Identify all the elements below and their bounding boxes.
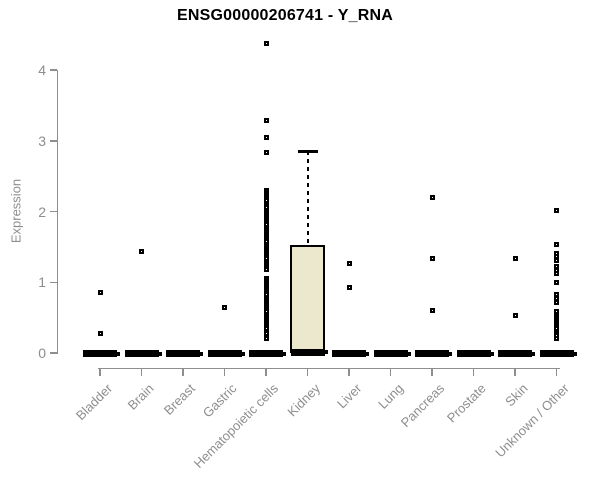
outlier-point: [263, 118, 269, 124]
y-axis-tick-label: 0: [38, 345, 46, 361]
x-axis-tick: [182, 368, 184, 376]
outlier-point: [554, 207, 559, 213]
x-axis-tick: [389, 368, 392, 376]
outlier-point: [346, 285, 352, 291]
x-axis-category-label: Prostate: [443, 380, 489, 426]
outlier-point: [429, 194, 435, 200]
y-axis-tick: [50, 140, 57, 142]
median-bar: [373, 350, 411, 357]
outlier-point: [263, 204, 269, 210]
median-bar: [124, 350, 162, 357]
x-axis-line: [98, 367, 560, 369]
median-bar: [166, 350, 203, 357]
outlier-point: [512, 313, 518, 318]
outlier-point: [554, 270, 559, 276]
y-axis-tick: [50, 352, 57, 354]
y-axis-line: [56, 70, 58, 354]
x-axis-category-label: Pancreas: [397, 380, 448, 431]
y-axis-tick-label: 2: [38, 203, 46, 220]
outlier-point: [554, 299, 559, 305]
outlier-point: [263, 150, 269, 156]
x-axis-tick: [140, 368, 143, 376]
x-axis-category-label: Breast: [161, 380, 199, 418]
x-axis-category-label: Bladder: [73, 380, 116, 424]
x-axis-category-label: Kidney: [284, 380, 323, 420]
outlier-point: [222, 305, 227, 311]
x-axis-tick: [348, 368, 350, 376]
outlier-point: [554, 335, 559, 341]
outlier-point: [554, 279, 559, 285]
outlier-point: [512, 255, 518, 261]
x-axis-tick: [99, 368, 101, 376]
y-axis-tick-label: 3: [38, 132, 46, 149]
median-bar: [539, 350, 577, 357]
y-axis-tick-label: 4: [38, 62, 46, 78]
outlier-point: [263, 267, 269, 272]
median-bar: [332, 350, 369, 357]
x-axis-tick: [472, 368, 475, 376]
median-bar: [249, 350, 286, 357]
outlier-point: [263, 40, 269, 46]
outlier-point: [139, 248, 144, 254]
x-axis-category-label: Brain: [124, 380, 157, 413]
median-bar: [83, 350, 120, 357]
median-bar: [207, 350, 245, 357]
outlier-point: [97, 331, 103, 337]
median-bar: [498, 350, 535, 357]
y-axis-tick: [50, 210, 57, 213]
outlier-point: [429, 308, 435, 314]
chart-title: ENSG00000206741 - Y_RNA: [177, 7, 393, 24]
outlier-point: [263, 335, 269, 341]
x-axis-tick: [431, 368, 433, 376]
y-axis-tick: [50, 69, 57, 71]
box-rect: [290, 244, 325, 353]
outlier-point: [554, 242, 559, 248]
median-bar: [415, 350, 452, 357]
outlier-point: [263, 330, 269, 336]
x-axis-tick: [514, 368, 516, 376]
upper-whisker-line: [306, 151, 309, 245]
x-axis-category-label: Lung: [374, 380, 406, 412]
x-axis-tick: [223, 368, 226, 376]
outlier-point: [429, 255, 435, 261]
x-axis-tick: [265, 368, 267, 376]
median-bar: [290, 348, 328, 356]
outlier-point: [346, 261, 352, 267]
x-axis-tick: [555, 368, 558, 376]
outlier-point: [263, 134, 269, 140]
x-axis-category-label: Skin: [501, 380, 531, 410]
median-bar: [456, 350, 494, 357]
x-axis-tick: [306, 368, 309, 376]
y-axis-tick: [50, 281, 57, 283]
upper-whisker-cap: [297, 149, 318, 153]
y-axis-tick-label: 1: [38, 274, 46, 291]
outlier-point: [554, 257, 559, 263]
x-axis-category-label: Liver: [333, 380, 365, 412]
outlier-point: [97, 289, 103, 295]
